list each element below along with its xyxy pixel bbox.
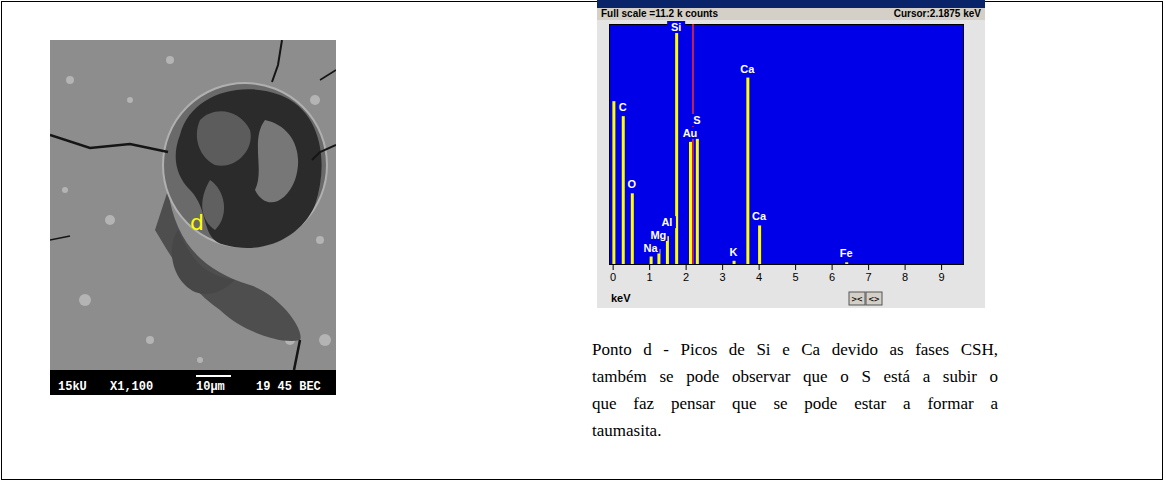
svg-text:3: 3 (720, 271, 726, 283)
svg-text:9: 9 (939, 271, 945, 283)
svg-text:X1,100: X1,100 (110, 380, 153, 394)
svg-text:2: 2 (683, 271, 689, 283)
svg-text:19 45 BEC: 19 45 BEC (256, 380, 321, 394)
svg-text:><: >< (852, 294, 863, 304)
svg-text:S: S (693, 114, 700, 126)
svg-text:1: 1 (647, 271, 653, 283)
svg-text:Mg: Mg (650, 229, 666, 241)
svg-text:d: d (190, 210, 204, 235)
svg-text:Ca: Ca (752, 210, 767, 222)
svg-text:Fe: Fe (840, 247, 853, 259)
svg-text:<>: <> (869, 294, 880, 304)
svg-text:7: 7 (866, 271, 872, 283)
html-text:Full scale =11.2 k counts: Full scale =11.2 k counts (601, 8, 718, 19)
svg-text:8: 8 (902, 271, 908, 283)
html-text:também se pode observar que o: também se pode observar que o S está a s… (592, 367, 998, 386)
svg-text:Al: Al (661, 216, 672, 228)
svg-text:keV: keV (611, 292, 631, 304)
svg-text:K: K (730, 246, 738, 258)
svg-text:6: 6 (829, 271, 835, 283)
svg-text:Si: Si (671, 21, 681, 33)
svg-text:4: 4 (756, 271, 762, 283)
html-text:Cursor:2.1875 keV: Cursor:2.1875 keV (893, 8, 981, 19)
svg-text:5: 5 (793, 271, 799, 283)
svg-text:0: 0 (610, 271, 616, 283)
svg-text:O: O (628, 178, 637, 190)
svg-text:Na: Na (644, 242, 659, 254)
html-text:Ponto d - Picos de Si e Ca dev: Ponto d - Picos de Si e Ca devido as fas… (592, 340, 998, 359)
html-text:taumasita.: taumasita. (592, 421, 662, 440)
svg-text:Ca: Ca (740, 63, 755, 75)
svg-text:10µm: 10µm (196, 380, 225, 394)
html-text:que faz pensar que se pode est: que faz pensar que se pode estar a forma… (592, 394, 998, 413)
svg-text:Au: Au (683, 127, 698, 139)
svg-text:15kU: 15kU (58, 380, 87, 394)
svg-text:C: C (619, 101, 627, 113)
